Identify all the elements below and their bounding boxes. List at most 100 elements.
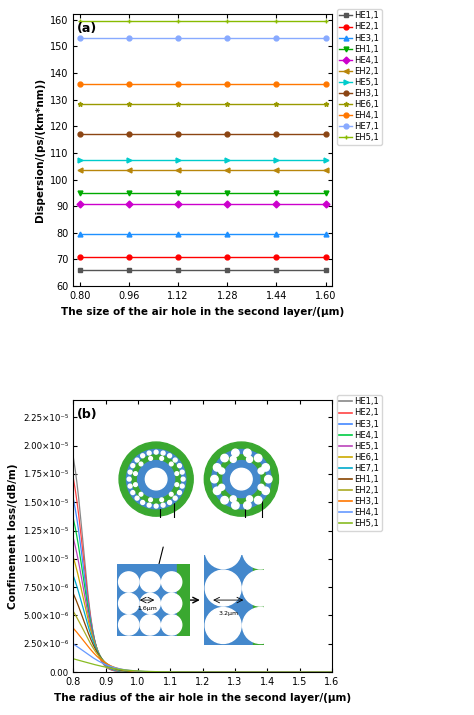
EH2,1: [224, 668, 229, 676]
HE3,1: [77, 230, 82, 238]
HE2,1: [175, 252, 181, 261]
HE7,1: [175, 34, 181, 43]
Line: HE7,1: HE7,1: [77, 36, 328, 41]
Line: HE3,1: HE3,1: [77, 232, 328, 237]
EH2,1: [71, 608, 76, 616]
HE6,1: [224, 668, 229, 676]
EH1,1: [229, 668, 235, 676]
EH1,1: [329, 668, 335, 676]
HE1,1: [224, 668, 230, 676]
HE1,1: [288, 668, 294, 676]
EH3,1: [329, 668, 335, 676]
HE2,1: [273, 252, 279, 261]
EH1,1: [126, 189, 132, 197]
HE4,1: [224, 199, 230, 208]
EH4,1: [224, 668, 230, 676]
HE4,1: [175, 199, 181, 208]
HE4,1: [273, 199, 279, 208]
HE6,1: [229, 668, 235, 676]
HE3,1: [329, 668, 335, 676]
EH1,1: [305, 668, 310, 676]
HE2,1: [323, 252, 328, 261]
EH4,1: [273, 79, 279, 88]
HE1,1: [224, 668, 229, 676]
EH3,1: [224, 130, 230, 139]
EH4,1: [305, 668, 310, 676]
HE7,1: [323, 34, 328, 43]
EH1,1: [288, 668, 294, 676]
EH2,1: [229, 668, 235, 676]
EH1,1: [224, 189, 230, 197]
EH5,1: [305, 668, 310, 676]
EH3,1: [305, 668, 310, 676]
Y-axis label: Dispersion/(ps/(km*nm)): Dispersion/(ps/(km*nm)): [35, 78, 45, 222]
Line: EH1,1: EH1,1: [73, 594, 332, 672]
Text: (a): (a): [77, 22, 98, 36]
HE5,1: [72, 538, 77, 546]
HE7,1: [224, 668, 229, 676]
EH5,1: [224, 668, 230, 676]
HE6,1: [323, 99, 328, 108]
EH1,1: [224, 668, 229, 676]
EH2,1: [77, 166, 82, 174]
HE6,1: [72, 556, 77, 565]
HE4,1: [305, 668, 310, 676]
EH2,1: [126, 166, 132, 174]
HE3,1: [323, 230, 328, 238]
EH5,1: [224, 16, 230, 25]
EH3,1: [323, 130, 328, 139]
HE5,1: [229, 668, 235, 676]
EH5,1: [175, 16, 181, 25]
Line: HE2,1: HE2,1: [77, 255, 328, 260]
HE4,1: [224, 668, 229, 676]
HE1,1: [273, 266, 279, 275]
EH1,1: [323, 189, 328, 197]
EH4,1: [175, 79, 181, 88]
HE5,1: [224, 668, 230, 676]
HE1,1: [175, 266, 181, 275]
HE2,1: [224, 668, 230, 676]
HE2,1: [305, 668, 310, 676]
EH2,1: [273, 166, 279, 174]
EH2,1: [72, 609, 77, 618]
HE3,1: [305, 668, 310, 676]
EH5,1: [273, 16, 279, 25]
Line: HE5,1: HE5,1: [73, 539, 332, 672]
HE5,1: [175, 155, 181, 164]
HE1,1: [224, 266, 230, 275]
Line: HE1,1: HE1,1: [73, 458, 332, 672]
HE5,1: [71, 535, 76, 543]
Line: HE6,1: HE6,1: [77, 101, 328, 106]
Line: HE1,1: HE1,1: [77, 267, 328, 272]
HE2,1: [329, 668, 335, 676]
EH3,1: [126, 130, 132, 139]
HE4,1: [77, 199, 82, 208]
HE4,1: [72, 519, 77, 528]
EH3,1: [229, 668, 235, 676]
HE3,1: [126, 230, 132, 238]
EH5,1: [329, 668, 335, 676]
Line: EH4,1: EH4,1: [73, 644, 332, 672]
Line: EH1,1: EH1,1: [77, 190, 328, 195]
HE7,1: [305, 668, 310, 676]
EH4,1: [224, 79, 230, 88]
HE5,1: [77, 155, 82, 164]
EH5,1: [323, 16, 328, 25]
HE3,1: [175, 230, 181, 238]
Line: EH2,1: EH2,1: [77, 168, 328, 172]
EH4,1: [72, 641, 77, 649]
HE1,1: [323, 266, 328, 275]
HE1,1: [71, 454, 76, 463]
HE3,1: [224, 668, 230, 676]
Legend: HE1,1, HE2,1, HE3,1, EH1,1, HE4,1, EH2,1, HE5,1, EH3,1, HE6,1, EH4,1, HE7,1, EH5: HE1,1, HE2,1, HE3,1, EH1,1, HE4,1, EH2,1…: [337, 9, 382, 144]
HE4,1: [126, 199, 132, 208]
EH3,1: [72, 625, 77, 633]
HE5,1: [224, 155, 230, 164]
Text: (b): (b): [77, 408, 98, 421]
EH1,1: [175, 189, 181, 197]
Line: HE2,1: HE2,1: [73, 479, 332, 672]
Line: HE3,1: HE3,1: [73, 500, 332, 672]
EH1,1: [71, 590, 76, 598]
HE7,1: [77, 34, 82, 43]
Line: HE6,1: HE6,1: [73, 558, 332, 672]
